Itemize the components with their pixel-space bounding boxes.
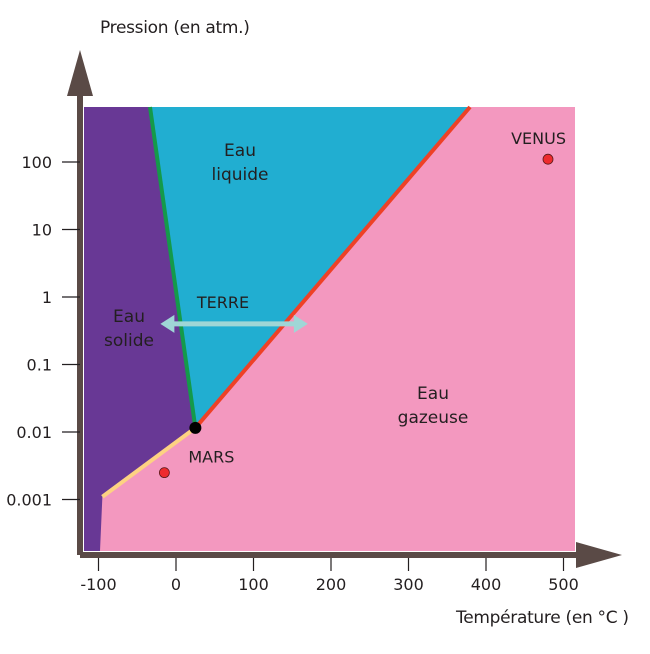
earth-arrow-right-head: [293, 314, 308, 333]
vaporisation-curve: [193, 105, 472, 430]
x-tick-label: 100: [238, 575, 269, 594]
x-axis-arrowhead: [576, 542, 622, 568]
x-tick-label: 400: [471, 575, 502, 594]
earth-label: TERRE: [196, 293, 249, 312]
venus-label: VENUS: [511, 129, 566, 148]
y-tick-label: 0.001: [6, 491, 52, 510]
y-tick-label: 1: [42, 288, 52, 307]
tick-marks: [62, 161, 565, 571]
y-tick-label: 0.01: [16, 423, 52, 442]
y-tick-label: 100: [21, 153, 52, 172]
x-tick-label: 200: [316, 575, 347, 594]
gas-region-label: gazeuse: [398, 408, 469, 428]
liquid-region-label: liquide: [212, 165, 269, 185]
sublimation-curve: [101, 426, 197, 499]
liquid-region-label: Eau: [224, 141, 256, 161]
liquid-region: [150, 107, 470, 428]
mars-marker: [158, 467, 170, 479]
venus-marker: [542, 153, 554, 165]
x-tick-label: -100: [80, 575, 116, 594]
earth-arrow-left-head: [160, 314, 175, 333]
x-tick-label: 300: [393, 575, 424, 594]
solid-region-label: Eau: [113, 307, 145, 327]
triple-point: [189, 421, 202, 434]
gas-region-label: Eau: [417, 384, 449, 404]
diagram-labels: 0.001 0.01 0.1 1 10 100 -100 0 100 200 300 400 500 Ea…: [6, 129, 579, 594]
y-axis-title: Pression (en atm.): [100, 18, 250, 38]
solid-region: [84, 107, 196, 551]
fusion-curve: [148, 106, 198, 429]
y-axis-arrowhead: [67, 50, 93, 96]
solid-region-label: solide: [104, 331, 154, 351]
x-axis-title: Température (en °C ): [456, 608, 629, 628]
x-tick-label: 0: [171, 575, 181, 594]
y-tick-label: 10: [32, 221, 52, 240]
y-tick-label: 0.1: [27, 356, 52, 375]
x-tick-label: 500: [548, 575, 579, 594]
mars-label: MARS: [188, 448, 234, 467]
